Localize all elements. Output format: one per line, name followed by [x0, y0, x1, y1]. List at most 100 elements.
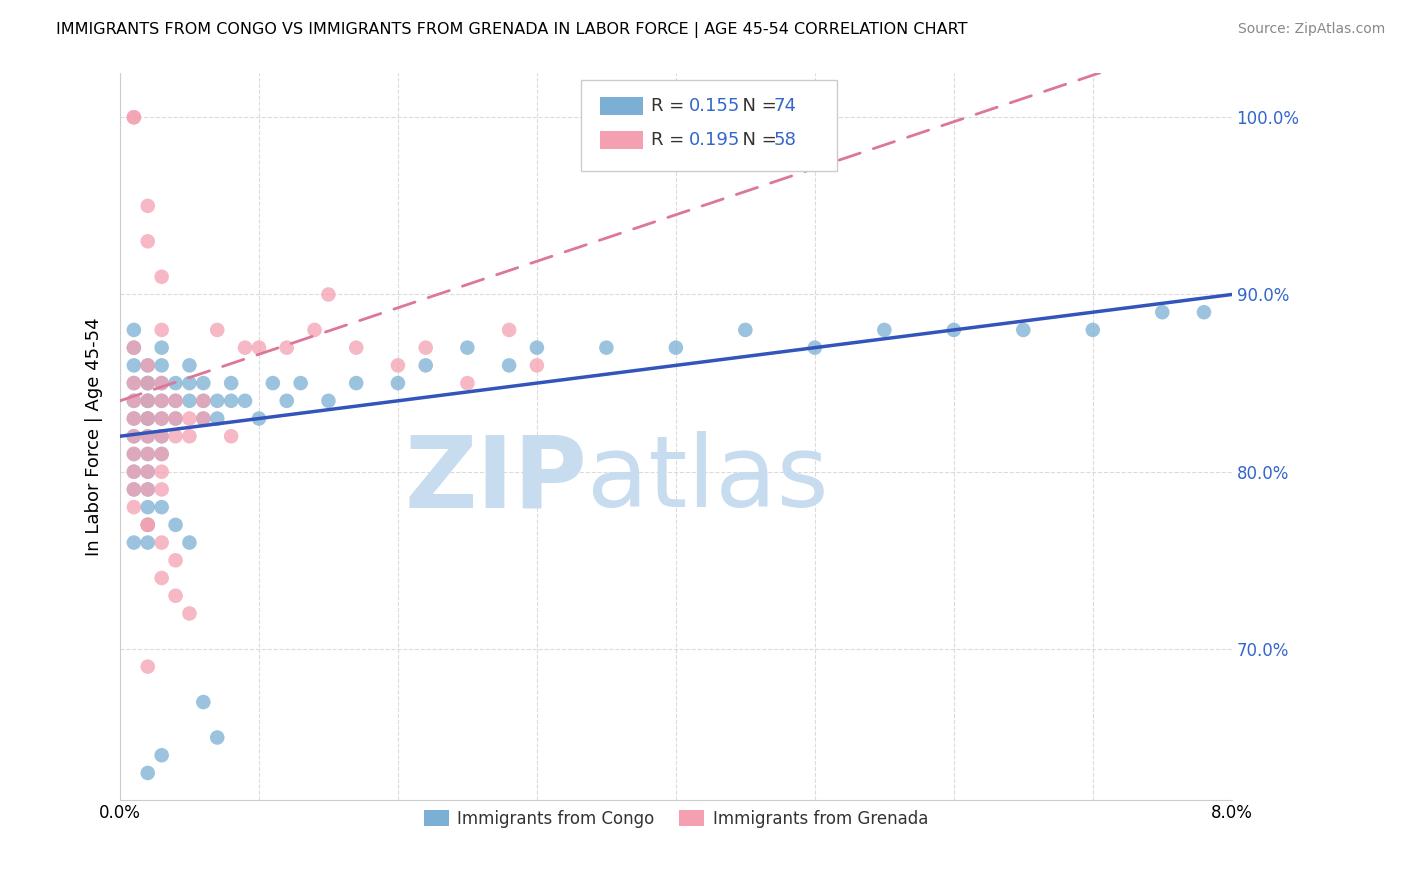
Point — [456, 376, 478, 390]
Point — [526, 359, 548, 373]
Point — [415, 341, 437, 355]
Point — [179, 535, 201, 549]
Point — [136, 199, 159, 213]
Point — [136, 535, 159, 549]
Point — [136, 517, 159, 532]
Point — [122, 341, 145, 355]
Point — [193, 411, 215, 425]
Text: R =: R = — [651, 96, 690, 115]
Point — [456, 341, 478, 355]
Text: Source: ZipAtlas.com: Source: ZipAtlas.com — [1237, 22, 1385, 37]
Legend: Immigrants from Congo, Immigrants from Grenada: Immigrants from Congo, Immigrants from G… — [418, 804, 935, 835]
Point — [136, 235, 159, 249]
Point — [122, 323, 145, 337]
Point — [136, 376, 159, 390]
Point — [136, 359, 159, 373]
Point — [526, 341, 548, 355]
Point — [1081, 323, 1104, 337]
Point — [136, 465, 159, 479]
Point — [122, 393, 145, 408]
Text: N =: N = — [731, 96, 783, 115]
Point — [165, 393, 187, 408]
Point — [136, 447, 159, 461]
Point — [304, 323, 326, 337]
Point — [207, 731, 229, 745]
Point — [150, 535, 173, 549]
Point — [219, 393, 242, 408]
Point — [415, 359, 437, 373]
Point — [136, 411, 159, 425]
Text: 74: 74 — [773, 96, 797, 115]
Point — [122, 411, 145, 425]
Point — [804, 341, 827, 355]
Text: ZIP: ZIP — [404, 432, 586, 528]
Point — [498, 323, 520, 337]
Point — [136, 429, 159, 443]
Point — [179, 359, 201, 373]
Point — [179, 429, 201, 443]
Point — [150, 376, 173, 390]
Point — [1012, 323, 1035, 337]
Point — [207, 323, 229, 337]
Point — [193, 376, 215, 390]
Point — [276, 341, 298, 355]
Point — [136, 483, 159, 497]
Text: atlas: atlas — [586, 432, 828, 528]
Y-axis label: In Labor Force | Age 45-54: In Labor Force | Age 45-54 — [86, 317, 103, 556]
Point — [344, 341, 367, 355]
Point — [290, 376, 312, 390]
Point — [122, 110, 145, 124]
Point — [136, 429, 159, 443]
Point — [344, 376, 367, 390]
Point — [136, 393, 159, 408]
Point — [193, 393, 215, 408]
Point — [122, 483, 145, 497]
Point — [122, 429, 145, 443]
Point — [136, 376, 159, 390]
Point — [873, 323, 896, 337]
Point — [193, 695, 215, 709]
Point — [247, 411, 270, 425]
Point — [498, 359, 520, 373]
Point — [122, 447, 145, 461]
Point — [136, 393, 159, 408]
Point — [179, 376, 201, 390]
Point — [165, 589, 187, 603]
Point — [122, 376, 145, 390]
Point — [165, 411, 187, 425]
Point — [387, 376, 409, 390]
Point — [122, 500, 145, 515]
Point — [150, 429, 173, 443]
Point — [595, 341, 617, 355]
Point — [150, 376, 173, 390]
Point — [122, 447, 145, 461]
Point — [233, 393, 256, 408]
Point — [165, 553, 187, 567]
Point — [247, 341, 270, 355]
Point — [136, 411, 159, 425]
Point — [318, 393, 340, 408]
Point — [122, 483, 145, 497]
FancyBboxPatch shape — [600, 97, 643, 115]
Point — [150, 393, 173, 408]
Text: N =: N = — [731, 131, 783, 149]
Point — [165, 393, 187, 408]
Point — [122, 429, 145, 443]
Point — [179, 393, 201, 408]
Text: R =: R = — [651, 131, 690, 149]
Point — [122, 465, 145, 479]
Point — [219, 376, 242, 390]
Point — [122, 535, 145, 549]
Point — [122, 465, 145, 479]
Point — [193, 393, 215, 408]
FancyBboxPatch shape — [581, 80, 837, 171]
Point — [207, 411, 229, 425]
Point — [233, 341, 256, 355]
Point — [136, 517, 159, 532]
Text: IMMIGRANTS FROM CONGO VS IMMIGRANTS FROM GRENADA IN LABOR FORCE | AGE 45-54 CORR: IMMIGRANTS FROM CONGO VS IMMIGRANTS FROM… — [56, 22, 967, 38]
Point — [734, 323, 756, 337]
Point — [165, 517, 187, 532]
Point — [136, 766, 159, 780]
Point — [262, 376, 284, 390]
Point — [165, 376, 187, 390]
